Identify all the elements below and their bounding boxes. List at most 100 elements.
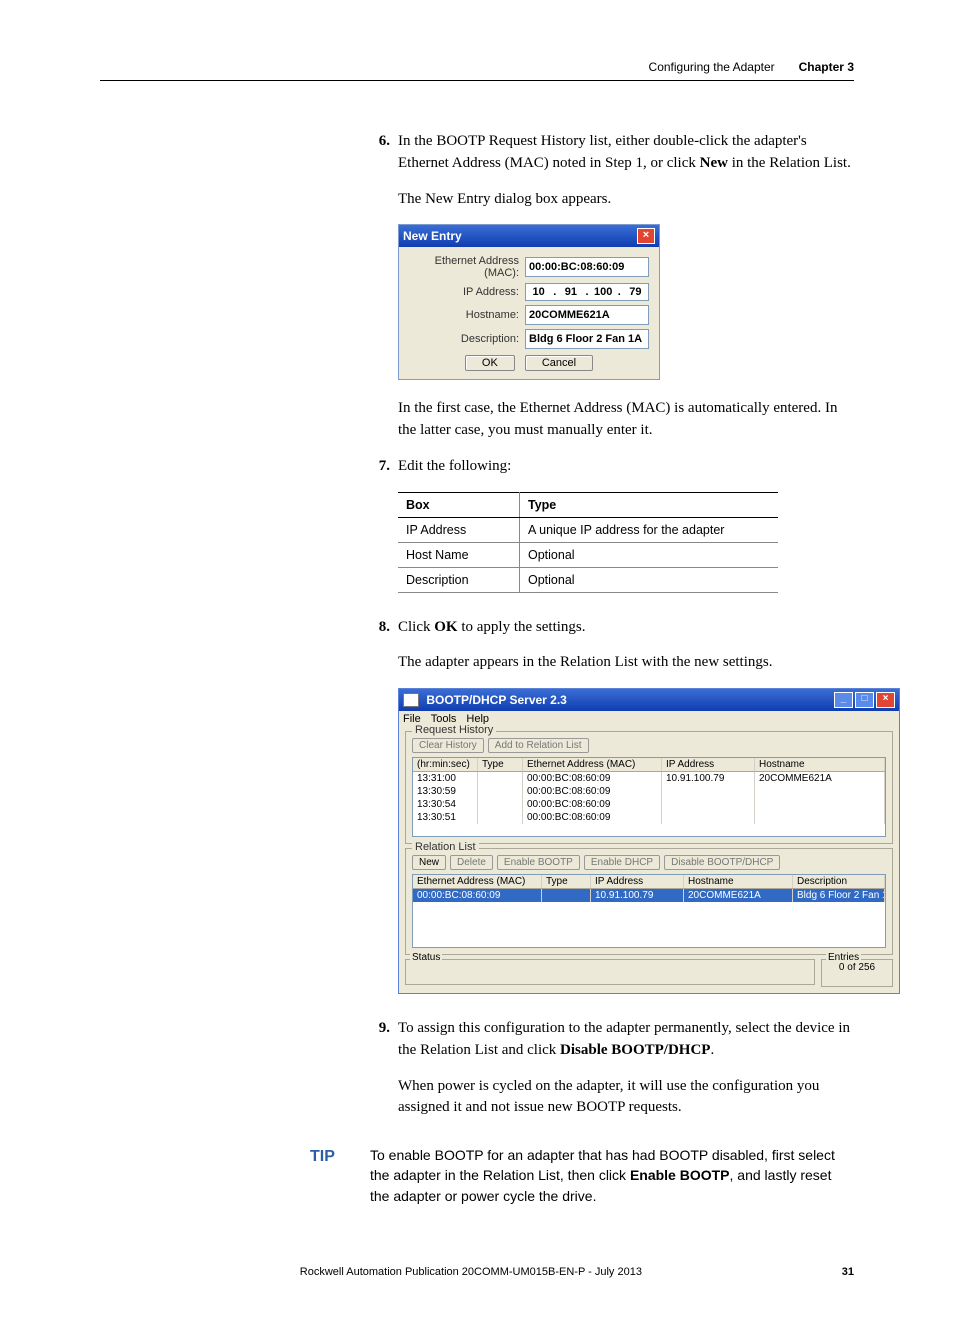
ip-seg-4[interactable]: 79 — [623, 286, 648, 298]
cell: 00:00:BC:08:60:09 — [523, 811, 662, 824]
relation-list[interactable]: Ethernet Address (MAC) Type IP Address H… — [412, 874, 886, 948]
entries-label: Entries — [826, 952, 861, 963]
tip-block: TIP To enable BOOTP for an adapter that … — [310, 1145, 854, 1206]
cell — [662, 811, 755, 824]
list-row[interactable]: 13:30:54 00:00:BC:08:60:09 — [413, 798, 885, 811]
entries-box: Entries 0 of 256 — [821, 959, 893, 987]
cell: Optional — [520, 567, 779, 592]
cell: 00:00:BC:08:60:09 — [523, 798, 662, 811]
enable-bootp-word: Enable BOOTP — [630, 1167, 730, 1183]
page-header: Configuring the Adapter Chapter 3 — [100, 60, 854, 81]
cell: Host Name — [398, 542, 520, 567]
disable-word: Disable BOOTP/DHCP — [560, 1042, 710, 1058]
request-history-list[interactable]: (hr:min:sec) Type Ethernet Address (MAC)… — [412, 757, 886, 837]
ok-word: OK — [434, 619, 457, 635]
new-button[interactable]: New — [412, 855, 446, 870]
page-number: 31 — [842, 1266, 854, 1278]
list-row[interactable]: 13:31:00 00:00:BC:08:60:09 10.91.100.79 … — [413, 772, 885, 785]
clear-history-button[interactable]: Clear History — [412, 738, 484, 753]
spec-table: Box Type IP Address A unique IP address … — [398, 492, 778, 593]
tip-label: TIP — [310, 1145, 350, 1206]
col-mac: Ethernet Address (MAC) — [523, 758, 662, 771]
dialog-intro: The New Entry dialog box appears. — [398, 189, 854, 211]
maximize-icon[interactable]: □ — [855, 692, 874, 708]
col-ip: IP Address — [662, 758, 755, 771]
step-number: 7. — [370, 456, 390, 478]
ip-seg-2[interactable]: 91 — [558, 286, 583, 298]
step-9: 9. To assign this configuration to the a… — [370, 1018, 854, 1062]
cell: Bldg 6 Floor 2 Fan 1A — [793, 889, 885, 902]
cell — [755, 811, 885, 824]
col-box: Box — [398, 492, 520, 517]
ip-label: IP Address: — [409, 286, 525, 298]
new-entry-dialog: New Entry × Ethernet Address (MAC): 00:0… — [398, 224, 660, 380]
description-field[interactable]: Bldg 6 Floor 2 Fan 1A — [525, 329, 649, 349]
cell — [662, 785, 755, 798]
step6-followup: In the first case, the Ethernet Address … — [398, 398, 854, 442]
description-label: Description: — [409, 333, 525, 345]
step-text: Click — [398, 619, 434, 635]
step-number: 8. — [370, 617, 390, 639]
list-row[interactable]: 00:00:BC:08:60:09 10.91.100.79 20COMME62… — [413, 889, 885, 902]
cell: 13:30:54 — [413, 798, 478, 811]
col-desc: Description — [793, 875, 885, 888]
list-row[interactable]: 13:30:51 00:00:BC:08:60:09 — [413, 811, 885, 824]
col-ip: IP Address — [591, 875, 684, 888]
bootp-server-window: BOOTP/DHCP Server 2.3 _ □ × File Tools H… — [398, 688, 900, 994]
cell: 10.91.100.79 — [662, 772, 755, 785]
add-relation-button[interactable]: Add to Relation List — [488, 738, 589, 753]
cell: 20COMME621A — [684, 889, 793, 902]
publication-info: Rockwell Automation Publication 20COMM-U… — [300, 1266, 642, 1278]
cell: A unique IP address for the adapter — [520, 517, 779, 542]
close-icon[interactable]: × — [876, 692, 895, 708]
ip-seg-1[interactable]: 10 — [526, 286, 551, 298]
cell — [478, 772, 523, 785]
col-time: (hr:min:sec) — [413, 758, 478, 771]
list-row[interactable]: 13:30:59 00:00:BC:08:60:09 — [413, 785, 885, 798]
step8-followup: The adapter appears in the Relation List… — [398, 652, 854, 674]
ip-seg-3[interactable]: 100 — [591, 286, 616, 298]
table-row: Description Optional — [398, 567, 778, 592]
col-type: Type — [542, 875, 591, 888]
step-text: Edit the following: — [398, 456, 854, 478]
enable-dhcp-button[interactable]: Enable DHCP — [584, 855, 660, 870]
dialog-title: New Entry — [403, 229, 462, 243]
col-host: Hostname — [755, 758, 885, 771]
cell: 10.91.100.79 — [591, 889, 684, 902]
window-title: BOOTP/DHCP Server 2.3 — [426, 693, 567, 707]
mac-field[interactable]: 00:00:BC:08:60:09 — [525, 257, 649, 277]
ip-field[interactable]: 10. 91. 100. 79 — [525, 283, 649, 301]
cell — [478, 798, 523, 811]
cancel-button[interactable]: Cancel — [525, 355, 593, 371]
col-host: Hostname — [684, 875, 793, 888]
enable-bootp-button[interactable]: Enable BOOTP — [497, 855, 580, 870]
step-7: 7. Edit the following: — [370, 456, 854, 478]
step-6: 6. In the BOOTP Request History list, ei… — [370, 131, 854, 175]
app-icon — [403, 693, 419, 707]
ok-button[interactable]: OK — [465, 355, 515, 371]
delete-button[interactable]: Delete — [450, 855, 493, 870]
new-word: New — [700, 155, 728, 171]
step-text-post: to apply the settings. — [458, 619, 586, 635]
col-mac: Ethernet Address (MAC) — [413, 875, 542, 888]
chapter-label: Chapter 3 — [799, 60, 854, 74]
page-footer: Rockwell Automation Publication 20COMM-U… — [100, 1266, 854, 1278]
cell — [542, 889, 591, 902]
panel-legend: Request History — [412, 724, 496, 736]
status-label: Status — [410, 952, 442, 963]
cell: 13:30:51 — [413, 811, 478, 824]
section-title: Configuring the Adapter — [649, 60, 775, 74]
hostname-label: Hostname: — [409, 309, 525, 321]
cell: 13:31:00 — [413, 772, 478, 785]
col-type: Type — [520, 492, 779, 517]
hostname-field[interactable]: 20COMME621A — [525, 305, 649, 325]
step9-followup: When power is cycled on the adapter, it … — [398, 1076, 854, 1120]
table-row: IP Address A unique IP address for the a… — [398, 517, 778, 542]
disable-bootp-dhcp-button[interactable]: Disable BOOTP/DHCP — [664, 855, 780, 870]
step-number: 6. — [370, 131, 390, 175]
minimize-icon[interactable]: _ — [834, 692, 853, 708]
col-type: Type — [478, 758, 523, 771]
cell — [755, 798, 885, 811]
close-icon[interactable]: × — [637, 228, 655, 244]
step-text-post: in the Relation List. — [728, 155, 851, 171]
